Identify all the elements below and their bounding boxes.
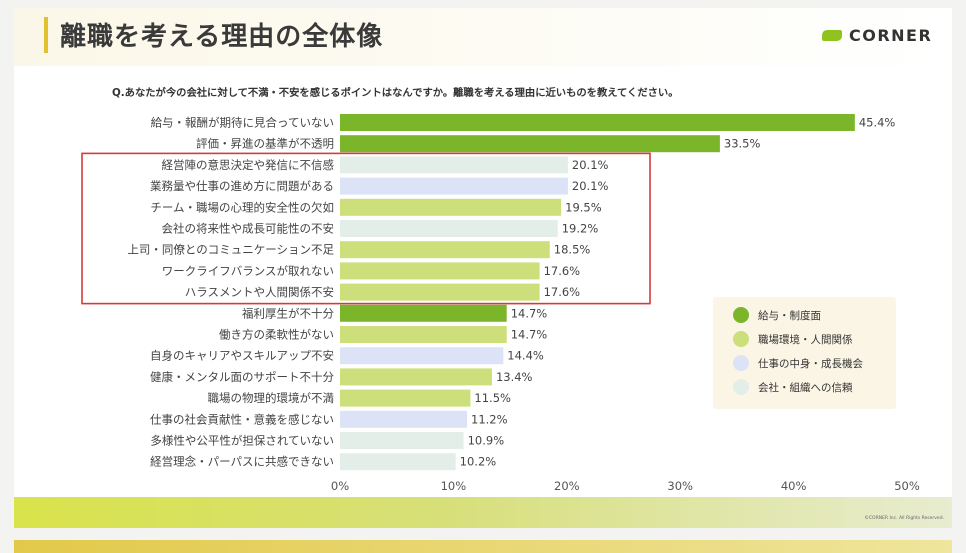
- category-label: 自身のキャリアやスキルアップ不安: [150, 349, 334, 363]
- data-label: 14.7%: [511, 328, 548, 342]
- category-label: 仕事の社会貢献性・意義を感じない: [150, 412, 334, 426]
- legend-swatch: [733, 307, 749, 323]
- data-label: 45.4%: [859, 116, 896, 130]
- bar: [340, 389, 471, 407]
- bar: [340, 410, 468, 428]
- footer-band: [14, 497, 952, 528]
- title-accent-bar: [44, 17, 48, 53]
- bar: [340, 177, 568, 195]
- corner-logo: CORNER: [822, 26, 932, 45]
- x-tick-label: 40%: [781, 479, 807, 493]
- legend-label: 会社・組織への信頼: [758, 381, 853, 394]
- category-label: 経営陣の意思決定や発信に不信感: [162, 158, 335, 172]
- category-label: 会社の将来性や成長可能性の不安: [162, 222, 335, 236]
- page-title: 離職を考える理由の全体像: [60, 22, 384, 52]
- category-label: 給与・報酬が期待に見合っていない: [151, 116, 334, 130]
- category-label: ハラスメントや人間関係不安: [185, 285, 334, 299]
- category-label: 業務量や仕事の進め方に問題がある: [150, 179, 334, 193]
- bar: [340, 262, 540, 280]
- legend-item: 会社・組織への信頼: [733, 379, 853, 395]
- category-label: 多様性や公平性が担保されていない: [150, 434, 334, 448]
- x-tick-label: 10%: [441, 479, 467, 493]
- x-tick-label: 20%: [554, 479, 580, 493]
- highlight-box: [81, 152, 651, 305]
- category-label: 健康・メンタル面のサポート不十分: [150, 370, 334, 384]
- bar: [340, 114, 855, 131]
- logo-text: CORNER: [849, 26, 933, 45]
- data-label: 19.2%: [562, 222, 599, 236]
- data-label: 20.1%: [572, 179, 609, 193]
- bar: [340, 453, 456, 471]
- data-label: 17.6%: [544, 285, 581, 299]
- category-label: 働き方の柔軟性がない: [219, 328, 334, 342]
- legend-label: 仕事の中身・成長機会: [758, 357, 863, 370]
- logo-mark-icon: [822, 30, 842, 41]
- category-label: チーム・職場の心理的安全性の欠如: [150, 200, 334, 214]
- data-label: 10.2%: [460, 455, 497, 469]
- data-label: 11.2%: [471, 412, 508, 426]
- bar: [340, 432, 464, 449]
- bar: [340, 135, 720, 153]
- x-tick-label: 0%: [331, 479, 349, 493]
- legend-swatch: [733, 355, 749, 371]
- data-label: 14.7%: [511, 306, 548, 320]
- legend-item: 給与・制度面: [733, 307, 821, 323]
- bar: [340, 283, 540, 301]
- data-label: 13.4%: [496, 370, 533, 384]
- data-label: 17.6%: [544, 264, 581, 278]
- bar: [340, 368, 492, 386]
- category-label: 職場の物理的環境が不満: [208, 391, 335, 405]
- legend-label: 職場環境・人間関係: [758, 333, 853, 346]
- x-tick-label: 30%: [667, 479, 693, 493]
- chart-legend: 給与・制度面職場環境・人間関係 仕事の中身・成長機会 会社・組織への信頼: [713, 297, 896, 409]
- category-label: ワークライフバランスが取れない: [162, 264, 334, 278]
- category-label: 福利厚生が不十分: [242, 306, 334, 320]
- legend-item: 仕事の中身・成長機会: [733, 355, 863, 371]
- data-label: 11.5%: [474, 391, 511, 405]
- data-label: 18.5%: [554, 243, 591, 257]
- data-label: 14.4%: [507, 349, 544, 363]
- bar: [340, 220, 558, 237]
- category-label: 評価・昇進の基準が不透明: [196, 137, 334, 151]
- legend-label: 給与・制度面: [758, 309, 821, 322]
- data-label: 20.1%: [572, 158, 609, 172]
- slide-header: [14, 8, 952, 66]
- bar: [340, 326, 507, 343]
- bar: [340, 241, 550, 259]
- legend-item: 職場環境・人間関係: [733, 331, 853, 347]
- legend-swatch: [733, 331, 749, 347]
- survey-question: Q.あなたが今の会社に対して不満・不安を感じるポイントはなんですか。離職を考える…: [112, 87, 679, 99]
- data-label: 19.5%: [565, 200, 602, 214]
- bar: [340, 198, 562, 216]
- data-label: 33.5%: [724, 137, 761, 151]
- bar: [340, 347, 504, 365]
- data-label: 10.9%: [468, 434, 505, 448]
- x-tick-label: 50%: [894, 479, 920, 493]
- legend-swatch: [733, 379, 749, 395]
- next-slide-strip: [14, 540, 952, 553]
- bar: [340, 304, 507, 322]
- copyright-text: ©CORNER Inc. All Rights Reserved.: [864, 516, 944, 521]
- bar: [340, 156, 568, 174]
- category-label: 上司・同僚とのコミュニケーション不足: [127, 243, 334, 257]
- category-label: 経営理念・パーパスに共感できない: [150, 455, 334, 469]
